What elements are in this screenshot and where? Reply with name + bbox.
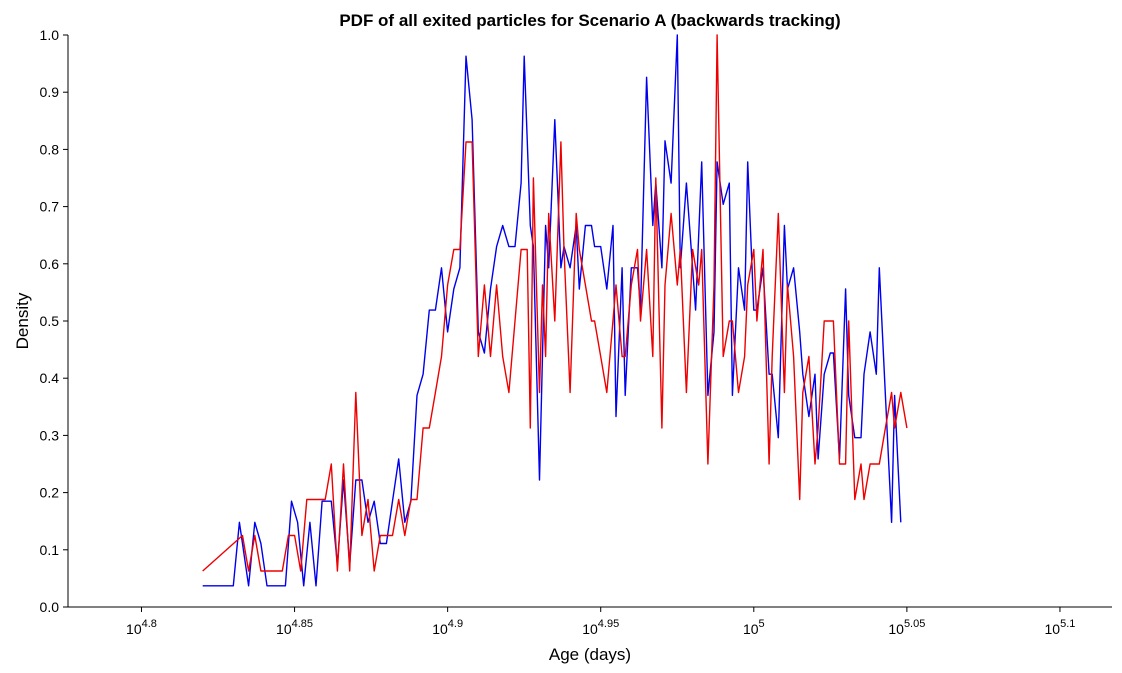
x-tick-label: 105.05 [888, 618, 925, 637]
x-tick-exponent: 4.85 [292, 618, 313, 630]
x-tick-exponent: 5.05 [904, 618, 925, 630]
y-tick-label: 0.2 [40, 485, 60, 501]
x-tick-base: 10 [432, 621, 448, 637]
series-line-2 [202, 34, 908, 572]
y-tick-label: 0.0 [40, 599, 60, 615]
y-tick-label: 1.0 [40, 27, 60, 43]
x-tick-label: 105.1 [1045, 618, 1076, 637]
x-tick-base: 10 [126, 621, 142, 637]
x-tick-base: 10 [1045, 621, 1061, 637]
chart-title: PDF of all exited particles for Scenario… [339, 11, 840, 30]
x-tick-base: 10 [276, 621, 292, 637]
x-tick-label: 104.8 [126, 618, 157, 637]
x-tick-exponent: 4.8 [142, 618, 157, 630]
y-axis-ticks: 0.0 0.1 0.2 0.3 0.4 0.5 0.6 0.7 0.8 0.9 1.0 [40, 27, 68, 615]
x-tick-label: 104.9 [432, 618, 463, 637]
x-tick-label: 104.85 [276, 618, 313, 637]
y-tick-label: 0.4 [40, 370, 60, 386]
y-tick-label: 0.3 [40, 427, 60, 443]
x-axis-title: Age (days) [549, 645, 631, 664]
x-tick-exponent: 4.95 [598, 618, 619, 630]
x-tick-exponent: 4.9 [448, 618, 463, 630]
y-tick-label: 0.7 [40, 199, 60, 215]
y-tick-label: 0.5 [40, 313, 60, 329]
x-tick-label: 104.95 [582, 618, 619, 637]
x-tick-base: 10 [743, 621, 759, 637]
x-tick-base: 10 [888, 621, 904, 637]
x-tick-exponent: 5.1 [1060, 618, 1075, 630]
x-tick-label: 105 [743, 618, 765, 637]
x-tick-exponent: 5 [759, 618, 765, 630]
y-tick-label: 0.8 [40, 141, 60, 157]
series-line-1 [202, 34, 902, 587]
x-axis-ticks: 104.8 104.85 104.9 104.95 105 105.05 105.1 [126, 607, 1075, 637]
y-tick-label: 0.6 [40, 256, 60, 272]
x-tick-base: 10 [582, 621, 598, 637]
y-axis-title: Density [13, 292, 32, 349]
y-tick-label: 0.9 [40, 84, 60, 100]
series-lines [202, 34, 908, 587]
y-tick-label: 0.1 [40, 542, 60, 558]
